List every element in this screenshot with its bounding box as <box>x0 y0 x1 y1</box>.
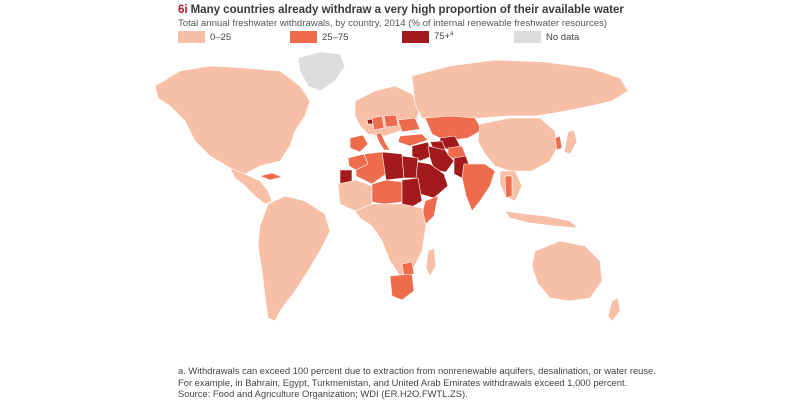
region-sudan <box>401 177 423 209</box>
legend-footnote-marker: a <box>450 31 454 38</box>
region-russia <box>411 59 629 122</box>
region-ukraine <box>397 117 421 133</box>
figure-title: 6i Many countries already withdraw a very… <box>178 3 788 17</box>
region-new-zealand <box>607 297 621 322</box>
legend-label-no-data: No data <box>546 31 580 43</box>
figure-subtitle: Total annual freshwater withdrawals, by … <box>178 18 608 29</box>
region-iraq-syria <box>411 141 433 162</box>
figure-header: 6i Many countries already withdraw a very… <box>178 3 788 30</box>
region-korea <box>554 135 563 151</box>
region-iran <box>427 145 455 173</box>
region-italy <box>375 132 391 151</box>
region-egypt <box>401 155 419 179</box>
legend-item-25-75: 25–75 <box>290 30 348 44</box>
footnote-line-1: a. Withdrawals can exceed 100 percent du… <box>178 365 656 376</box>
region-madagascar <box>425 247 437 277</box>
region-china <box>477 117 559 172</box>
legend-item-no-data: No data <box>514 30 579 44</box>
region-north-america <box>154 65 311 175</box>
legend-swatch-75-plus <box>402 31 429 43</box>
region-libya <box>381 151 405 181</box>
region-niger-chad <box>371 179 403 205</box>
legend-swatch-0-25 <box>178 31 205 43</box>
figure-number: 6i <box>178 4 188 16</box>
region-south-africa <box>389 273 415 301</box>
region-cuba <box>259 172 283 181</box>
legend-label-75-plus: 75+a <box>434 31 453 42</box>
map-legend: 0–25 25–75 75+a No data <box>178 30 778 44</box>
source-note: Source: Food and Agriculture Organizatio… <box>178 388 468 399</box>
region-india <box>461 163 496 212</box>
legend-label-25-75: 25–75 <box>322 31 349 43</box>
region-central-africa <box>354 203 427 277</box>
region-iberia <box>349 134 369 153</box>
region-poland <box>383 114 399 128</box>
legend-swatch-25-75 <box>290 31 317 43</box>
region-germany <box>371 115 385 131</box>
region-japan <box>563 129 578 155</box>
legend-label-75-plus-text: 75+ <box>434 31 451 43</box>
region-greenland <box>297 51 346 92</box>
region-thailand <box>504 175 513 199</box>
figure-notes: a. Withdrawals can exceed 100 percent du… <box>178 365 788 400</box>
region-kazakhstan <box>424 115 483 142</box>
legend-item-0-25: 0–25 <box>178 30 231 44</box>
region-australia <box>531 240 603 302</box>
region-central-america <box>229 167 273 205</box>
region-south-america <box>257 195 331 322</box>
legend-item-75-plus: 75+a <box>402 30 453 44</box>
region-belgium <box>366 118 374 125</box>
legend-label-0-25: 0–25 <box>210 31 232 43</box>
region-zimbabwe <box>401 261 415 277</box>
footnote-line-2: For example, in Bahrain, Egypt, Turkmeni… <box>178 376 628 388</box>
region-indonesia <box>504 210 579 229</box>
figure-title-text: Many countries already withdraw a very h… <box>190 4 624 16</box>
legend-swatch-no-data <box>514 31 541 43</box>
region-turkey <box>397 133 429 147</box>
world-map <box>154 51 629 322</box>
